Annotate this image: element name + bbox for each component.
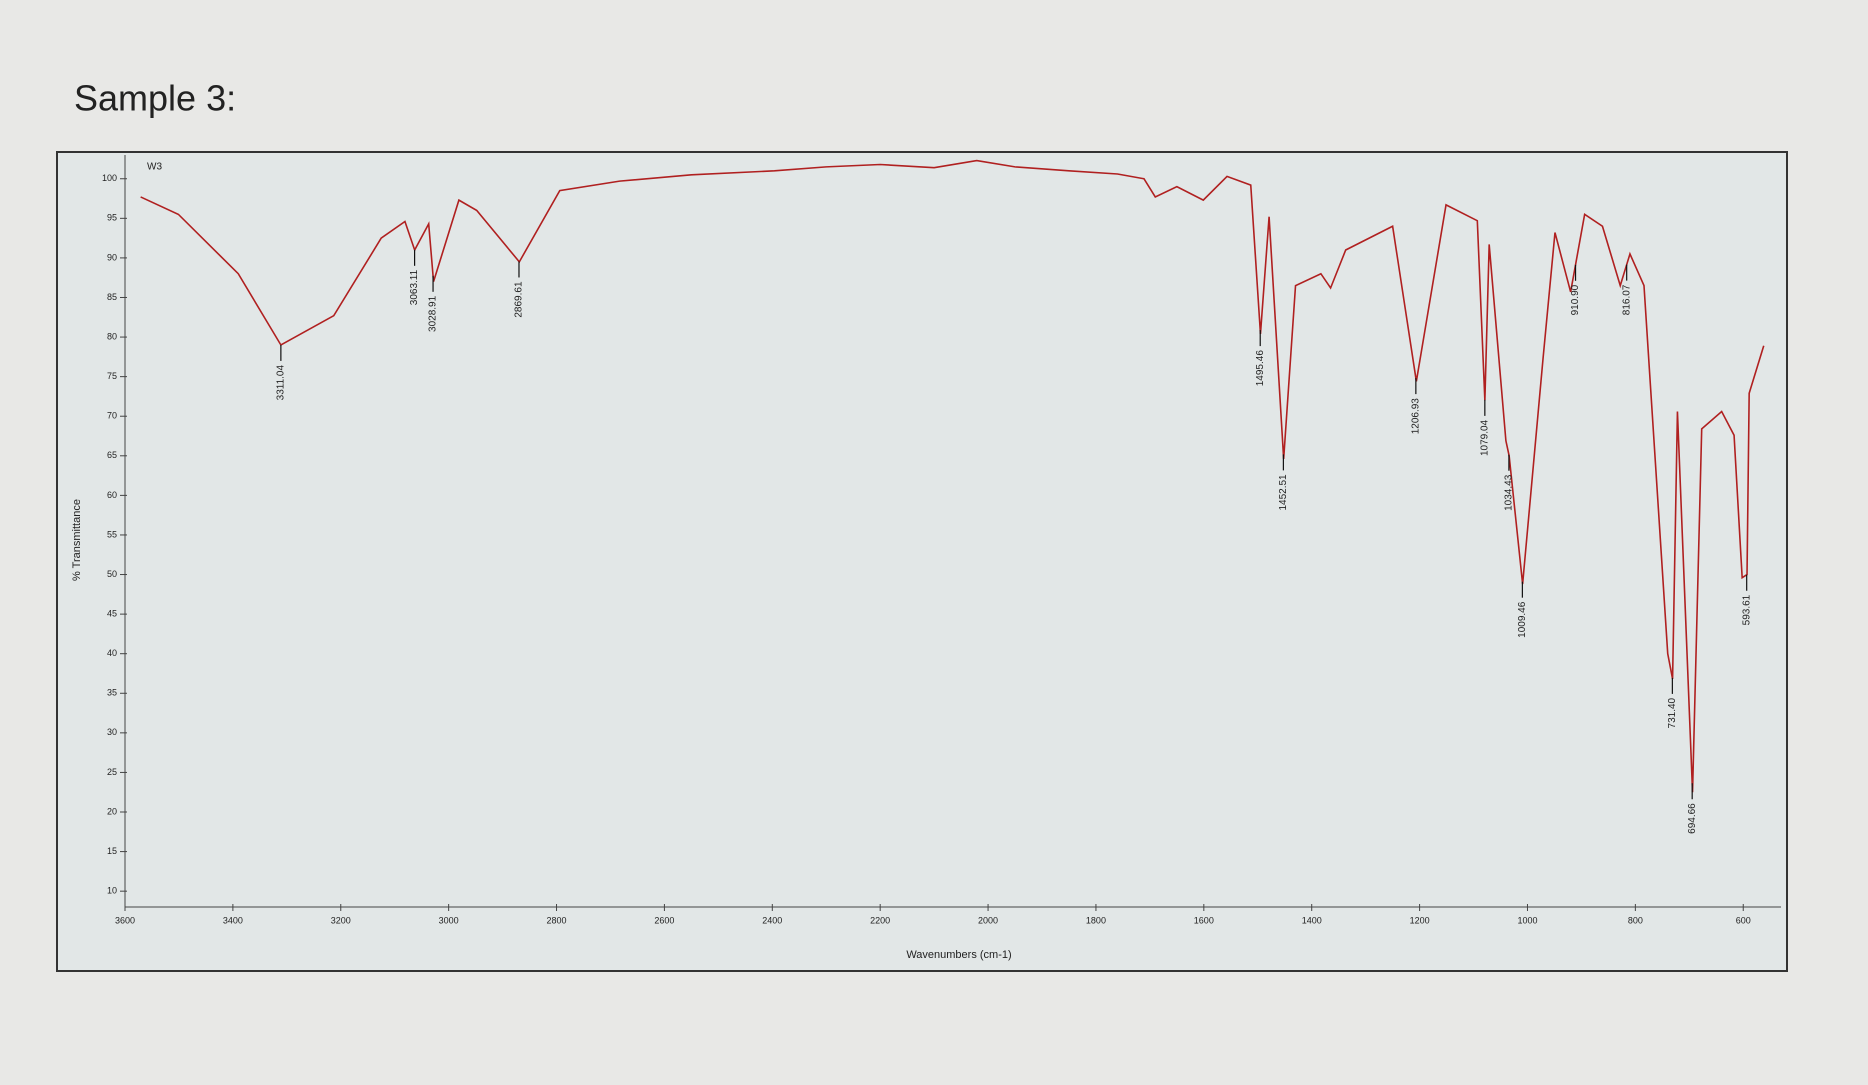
y-tick-label: 55 — [107, 529, 117, 539]
series-name: W3 — [147, 162, 162, 173]
y-tick-label: 30 — [107, 727, 117, 737]
y-axis-label: % Transmittance — [71, 499, 83, 581]
x-tick-label: 800 — [1628, 915, 1643, 925]
x-tick-label: 3200 — [331, 915, 351, 925]
x-tick-label: 1800 — [1086, 915, 1106, 925]
y-tick-label: 50 — [107, 569, 117, 579]
y-tick-label: 45 — [107, 608, 117, 618]
peak-label: 694.66 — [1687, 803, 1698, 834]
x-tick-label: 2600 — [654, 915, 674, 925]
y-tick-label: 60 — [107, 490, 117, 500]
y-tick-label: 65 — [107, 450, 117, 460]
x-tick-label: 3600 — [115, 915, 135, 925]
peak-label: 3311.04 — [276, 365, 287, 401]
plot-frame — [56, 151, 1788, 972]
y-tick-label: 35 — [107, 688, 117, 698]
y-tick-label: 100 — [102, 173, 117, 183]
peak-label: 3028.91 — [428, 295, 439, 332]
y-tick-label: 85 — [107, 292, 117, 302]
x-tick-label: 3000 — [439, 915, 459, 925]
peak-label: 1009.46 — [1517, 601, 1528, 638]
y-tick-label: 70 — [107, 411, 117, 421]
peak-label: 1495.46 — [1255, 350, 1266, 387]
x-tick-label: 1200 — [1410, 915, 1430, 925]
y-tick-label: 95 — [107, 213, 117, 223]
y-tick-label: 20 — [107, 806, 117, 816]
y-tick-label: 15 — [107, 846, 117, 856]
x-tick-label: 1400 — [1302, 915, 1322, 925]
x-tick-label: 1600 — [1194, 915, 1214, 925]
peak-label: 1452.51 — [1278, 474, 1289, 511]
x-tick-label: 1000 — [1517, 915, 1537, 925]
peak-label: 910.90 — [1570, 284, 1581, 315]
peak-label: 731.40 — [1667, 697, 1678, 728]
peak-label: 816.07 — [1621, 284, 1632, 315]
peak-label: 3063.11 — [409, 269, 420, 305]
peak-label: 1034.43 — [1504, 474, 1515, 511]
x-tick-label: 2800 — [547, 915, 567, 925]
y-tick-label: 80 — [107, 331, 117, 341]
chart-title: Sample 3: — [74, 78, 236, 119]
y-tick-label: 40 — [107, 648, 117, 658]
y-tick-label: 75 — [107, 371, 117, 381]
x-tick-label: 2400 — [762, 915, 782, 925]
y-tick-label: 90 — [107, 252, 117, 262]
x-tick-label: 3400 — [223, 915, 243, 925]
x-axis-label: Wavenumbers (cm-1) — [906, 949, 1011, 961]
y-tick-label: 10 — [107, 886, 117, 896]
x-tick-label: 2200 — [870, 915, 890, 925]
x-tick-label: 600 — [1736, 915, 1751, 925]
y-tick-label: 25 — [107, 767, 117, 777]
x-tick-label: 2000 — [978, 915, 998, 925]
peak-label: 1079.04 — [1479, 419, 1490, 456]
peak-label: 2869.61 — [514, 281, 525, 318]
peak-label: 1206.93 — [1410, 398, 1421, 435]
peak-label: 593.61 — [1741, 594, 1752, 625]
